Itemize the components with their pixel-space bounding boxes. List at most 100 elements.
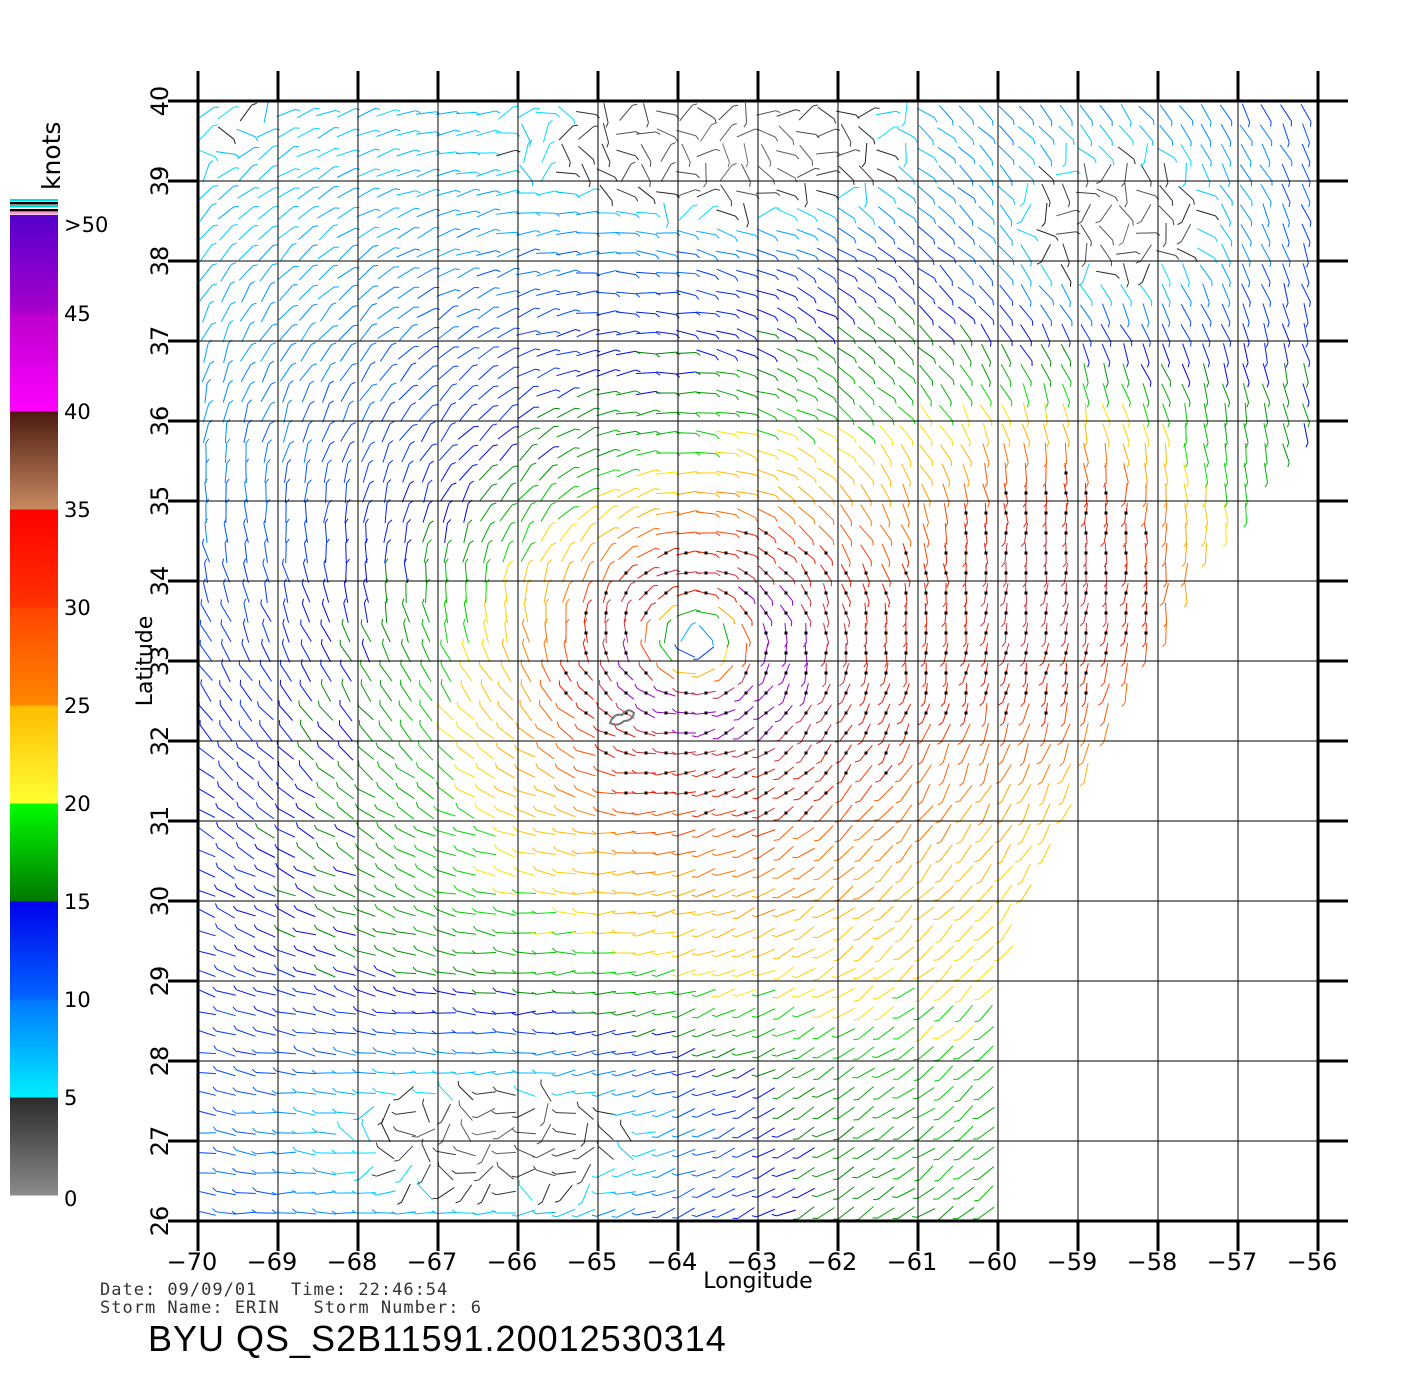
wind-vector [776,368,798,383]
wind-vector [671,889,696,897]
wind-vector [812,1088,836,1098]
wind-vector [233,1025,256,1037]
wind-vector [272,1007,296,1015]
wind-vector [371,1169,396,1177]
wind-vector [292,1146,316,1156]
wind-vector [225,478,230,504]
wind-vector [335,782,355,800]
wind-vector [353,905,376,917]
wind-vector [671,1028,696,1038]
wind-vectors [198,101,1312,1221]
wind-vector [1202,283,1210,308]
wind-vector [431,1009,457,1014]
wind-vector [756,128,779,142]
wind-vector [743,102,748,128]
wind-vector [1142,403,1150,428]
wind-vector [1061,183,1071,208]
wind-vector [539,700,553,722]
wind-vector [315,762,335,780]
wind-vector [316,741,334,760]
wind-vector [379,700,393,722]
wind-vector [939,444,953,467]
wind-vector [1096,188,1119,202]
wind-vector [656,128,678,142]
wind-vector [233,865,256,877]
wind-vector [373,965,396,978]
wind-vector [691,1049,716,1057]
wind-vector [474,783,495,799]
wind-vector [374,903,396,919]
wind-vector [776,250,800,260]
wind-vector [902,483,910,508]
wind-vector [812,1026,835,1040]
wind-vector [631,1190,656,1196]
wind-vector [571,930,597,935]
wind-vector [258,145,279,161]
wind-vector [776,208,799,222]
wind-vector [656,569,681,577]
wind-vector [235,822,255,840]
wind-vector [472,847,496,856]
wind-vector [912,1087,935,1099]
wind-vector [213,964,236,978]
wind-vector [962,542,968,568]
wind-vector [653,685,676,697]
wind-vector [337,1121,354,1141]
wind-vector [519,699,533,722]
wind-vector [555,702,575,719]
wind-vector [604,618,610,644]
wind-vector [232,1087,256,1096]
wind-vector [671,850,696,856]
wind-vector [776,328,798,343]
wind-vector [1055,804,1072,824]
wind-vector [376,781,395,800]
wind-vector [716,570,740,580]
wind-vector [253,1005,276,1017]
wind-vector [598,505,619,521]
wind-vector [531,950,557,955]
wind-vector [304,459,311,483]
wind-vector [217,781,234,801]
wind-vector [1103,363,1109,388]
wind-vector [881,543,891,568]
wind-vector [251,1169,277,1174]
wind-vector [1201,163,1211,188]
wind-vector [437,346,459,360]
wind-vector [1040,603,1048,627]
wind-vector [376,109,401,117]
wind-vector [691,690,716,696]
wind-vector [776,167,798,183]
wind-vector [300,639,312,663]
wind-vector [556,721,574,740]
wind-vector [792,1126,815,1140]
wind-vector [797,327,818,343]
wind-vector [439,383,458,402]
wind-vector [271,1048,297,1055]
wind-vector [471,1051,496,1055]
wind-vector [796,228,819,241]
wind-vector [923,543,929,568]
wind-vector [531,910,557,915]
wind-vector [716,371,740,378]
wind-vector [772,987,795,999]
wind-vector [500,482,517,502]
wind-vector [238,660,253,682]
wind-vector [198,1011,216,1016]
wind-vector [223,578,229,603]
wind-vector [616,468,641,478]
wind-vector [501,638,511,663]
wind-vector [752,1188,776,1198]
wind-vector [936,723,951,745]
wind-vector [198,124,218,141]
wind-vector [917,703,931,726]
wind-vector [774,745,794,762]
wind-vector [538,464,558,481]
wind-vector [411,1028,437,1035]
wind-vector [1282,123,1290,148]
wind-vector [274,824,296,838]
wind-vector [898,305,915,325]
wind-vector [271,1209,297,1214]
wind-vector [1019,304,1034,326]
wind-vector [1000,364,1012,387]
wind-vector [1079,703,1089,727]
